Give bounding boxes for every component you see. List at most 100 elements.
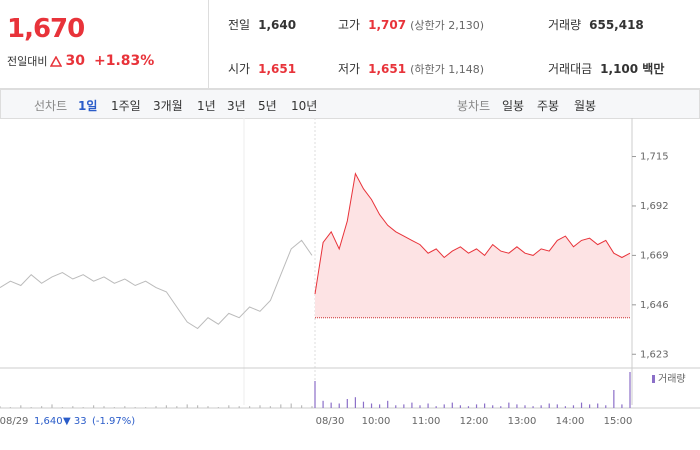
change-value: 30 [65, 53, 85, 69]
volume-bar [124, 406, 126, 408]
tab-bar: 선차트 1일 1주일 3개월 1년 3년 5년 10년 봉차트 일봉 주봉 월봉 [0, 89, 700, 119]
volume-bar [419, 405, 421, 408]
volume-bar [228, 405, 230, 408]
tab-label: 선차트 [34, 99, 68, 113]
volume-bar [197, 405, 199, 408]
volume-bar [311, 406, 313, 408]
volume-bar [354, 397, 356, 408]
series-line [314, 172, 631, 295]
stat-value: 1,651 [258, 62, 297, 76]
area-fill [315, 173, 630, 318]
volume-bar [597, 403, 599, 408]
volume-bar [564, 406, 566, 408]
volume-bar [280, 404, 282, 408]
volume-bar [362, 401, 365, 408]
change: 전일대비 30 +1.83% [7, 53, 154, 69]
volume-bar [322, 400, 324, 408]
volume-bar [484, 403, 486, 408]
volume-bar [370, 403, 373, 408]
tab-label: 봉차트 [457, 99, 491, 113]
volume-bar [346, 399, 348, 408]
volume-bar [103, 406, 105, 408]
volume-bar [217, 407, 219, 408]
volume-bar [176, 406, 178, 408]
tab[interactable]: 월봉 [574, 99, 597, 113]
stat-value: 1,100 백만 [600, 62, 665, 76]
volume-bar [548, 403, 550, 408]
volume-bar [508, 402, 510, 408]
volume-bar [572, 405, 575, 408]
tab[interactable]: 3개월 [153, 99, 183, 113]
volume-bar [249, 406, 251, 408]
volume-bar [492, 405, 494, 408]
volume-bar [301, 405, 303, 408]
stat-label: 전일 [228, 18, 251, 32]
stat: 시가 1,651 [228, 60, 296, 77]
volume-bar [459, 405, 461, 408]
volume-bar [155, 406, 157, 408]
price-box: 1,670 전일대비 30 +1.83% [0, 0, 209, 88]
tab[interactable]: 3년 [227, 99, 246, 113]
volume-bar [629, 372, 631, 408]
stat-extra: (하한가 1,148) [410, 63, 484, 76]
tab[interactable]: 일봉 [502, 99, 525, 113]
volume-bar [0, 406, 1, 408]
volume-bar [556, 404, 558, 408]
volume-bar [93, 405, 95, 408]
change-pct: +1.83% [93, 53, 155, 69]
tab[interactable]: 5년 [258, 99, 277, 113]
stat-label: 거래량 [548, 18, 582, 32]
volume-bar [9, 407, 11, 408]
prev-close: 1,640 [34, 416, 63, 427]
volume-bar [621, 404, 623, 408]
up-icon [50, 55, 63, 67]
volume-bar [613, 390, 615, 408]
x-tick-label: 10:00 [362, 416, 391, 427]
tab[interactable]: 10년 [291, 99, 318, 113]
tab[interactable]: 1일 [78, 99, 98, 113]
y-tick-label: 1,692 [640, 201, 669, 212]
x-tick-label: 08/30 [316, 416, 345, 427]
volume-bar [589, 404, 591, 408]
legend-label: 거래량 [658, 373, 686, 385]
series-line [0, 239, 313, 330]
volume-bar [269, 406, 271, 408]
volume-bar [411, 402, 413, 408]
volume-bar [435, 406, 437, 408]
volume-bar [451, 402, 453, 408]
volume-bar [238, 406, 240, 408]
stat-label: 시가 [228, 62, 251, 76]
stat: 저가 1,651 (하한가 1,148) [338, 60, 484, 77]
stat: 전일 1,640 [228, 16, 296, 33]
x-tick-label: 13:00 [508, 416, 537, 427]
x-tick-label: 12:00 [460, 416, 489, 427]
volume-bar [605, 405, 607, 408]
volume-bar [30, 407, 32, 408]
volume-bar [516, 404, 518, 408]
stat-label: 저가 [338, 62, 361, 76]
volume-bar [186, 404, 188, 408]
volume-bar [72, 406, 74, 408]
volume-bar [427, 403, 429, 408]
volume-bar [207, 406, 209, 408]
stat-value: 1,707 [368, 18, 407, 32]
volume-bar [467, 406, 470, 408]
stat: 고가 1,707 (상한가 2,130) [338, 16, 484, 33]
tab[interactable]: 주봉 [537, 99, 560, 113]
stat-label: 고가 [338, 18, 361, 32]
volume-bar [395, 405, 397, 408]
volume-bar [475, 404, 478, 408]
volume-bar [387, 400, 389, 408]
stat-value: 655,418 [589, 18, 644, 32]
stat: 거래대금 1,100 백만 [548, 60, 664, 77]
volume-bar [314, 381, 316, 408]
volume-bar [532, 406, 534, 408]
tab[interactable]: 1주일 [111, 99, 141, 113]
tab[interactable]: 1년 [197, 99, 216, 113]
volume-bar [82, 407, 84, 408]
legend-swatch [652, 375, 655, 383]
stat-extra: (상한가 2,130) [410, 19, 484, 32]
volume-bar [165, 405, 167, 408]
stat-value: 1,640 [258, 18, 297, 32]
